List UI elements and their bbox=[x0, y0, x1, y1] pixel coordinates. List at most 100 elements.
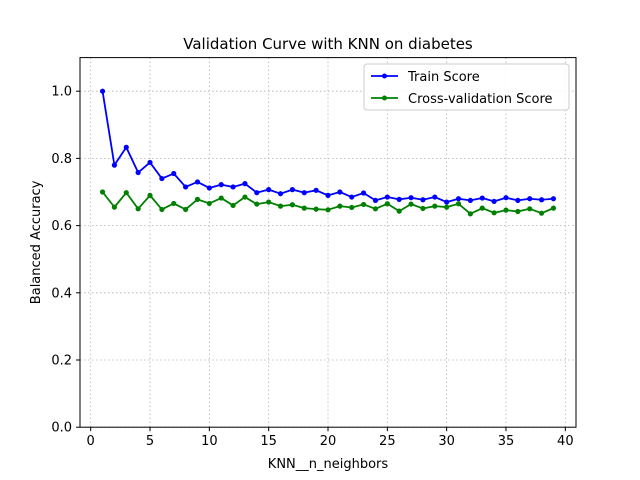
cv-score-point bbox=[277, 203, 284, 209]
train-score-point bbox=[159, 175, 165, 182]
cv-score-point bbox=[194, 196, 201, 202]
cv-score-point bbox=[242, 194, 248, 200]
legend: Train Score Cross-validation Score bbox=[363, 63, 570, 111]
x-tick-label: 15 bbox=[260, 434, 277, 449]
y-tick-label: 0.6 bbox=[51, 219, 72, 234]
cv-score-point bbox=[254, 201, 260, 207]
x-tick-label: 25 bbox=[379, 434, 396, 449]
x-tick-label: 40 bbox=[557, 434, 574, 449]
train-score-point bbox=[135, 169, 141, 176]
train-score-point bbox=[408, 195, 414, 201]
train-score-point bbox=[444, 199, 450, 205]
legend-box bbox=[363, 63, 570, 111]
cv-score-point bbox=[171, 200, 177, 207]
legend-train-marker bbox=[382, 73, 387, 79]
cv-score-point bbox=[266, 199, 272, 205]
legend-train-label: Train Score bbox=[407, 70, 480, 85]
cv-score-point bbox=[135, 206, 141, 212]
cv-score-point bbox=[479, 205, 485, 211]
cv-score-point bbox=[360, 201, 367, 208]
x-axis-label: KNN__n_neighbors bbox=[268, 457, 389, 472]
train-score-point bbox=[230, 184, 236, 190]
train-score-point bbox=[289, 187, 296, 193]
train-score-point bbox=[206, 185, 212, 191]
train-score-point bbox=[503, 195, 509, 201]
train-score-point bbox=[491, 198, 497, 205]
cv-score-point bbox=[538, 210, 545, 216]
y-axis-label: Balanced Accuracy bbox=[29, 180, 44, 304]
y-tick-label: 0.2 bbox=[51, 354, 72, 369]
train-score-point bbox=[515, 197, 521, 203]
x-tick-label: 10 bbox=[201, 434, 218, 449]
train-score-point bbox=[538, 197, 545, 203]
train-score-point bbox=[171, 170, 177, 177]
cv-score-point bbox=[337, 203, 343, 209]
legend-cv-marker bbox=[382, 95, 387, 101]
cv-score-point bbox=[111, 204, 118, 210]
cv-score-point bbox=[432, 203, 438, 209]
train-score-point bbox=[254, 190, 260, 196]
cv-score-point bbox=[289, 202, 296, 208]
train-score-point bbox=[99, 88, 106, 94]
cv-score-point bbox=[159, 206, 165, 213]
cv-score-point bbox=[396, 208, 402, 214]
train-score-point bbox=[325, 192, 331, 198]
series-layer bbox=[99, 88, 557, 217]
cv-score-point bbox=[230, 202, 236, 209]
train-score-point bbox=[467, 197, 473, 203]
train-score-point bbox=[455, 196, 462, 202]
train-score-point bbox=[277, 191, 284, 197]
cv-score-point bbox=[515, 208, 521, 215]
train-score-point bbox=[111, 162, 118, 168]
cv-score-point bbox=[550, 205, 557, 211]
train-score-point bbox=[266, 187, 272, 193]
train-score-point bbox=[372, 197, 379, 203]
train-score-point bbox=[242, 181, 248, 187]
cv-score-point bbox=[99, 189, 106, 195]
train-score-point bbox=[313, 187, 319, 193]
x-tick-label: 5 bbox=[146, 434, 154, 449]
cv-score-point bbox=[467, 211, 473, 217]
cv-score-point bbox=[491, 210, 497, 216]
y-tick-label: 0.0 bbox=[51, 421, 72, 436]
cv-score-point bbox=[527, 206, 533, 212]
train-score-point bbox=[360, 190, 367, 196]
cv-score-point bbox=[349, 204, 355, 211]
y-tick-label: 0.4 bbox=[51, 286, 72, 301]
train-score-point bbox=[349, 194, 355, 200]
y-tick-label: 1.0 bbox=[51, 85, 72, 100]
x-tick-label: 0 bbox=[87, 434, 95, 449]
cv-score-point bbox=[325, 207, 331, 213]
cv-score-point bbox=[183, 206, 189, 213]
cv-score-point bbox=[123, 190, 129, 196]
cv-score-point bbox=[218, 195, 224, 201]
cv-score-point bbox=[372, 206, 379, 212]
cv-score-point bbox=[301, 205, 307, 211]
cv-score-point bbox=[313, 206, 319, 212]
train-score-point bbox=[432, 194, 438, 200]
cv-score-point bbox=[420, 205, 426, 212]
x-tick-label: 30 bbox=[438, 434, 455, 449]
train-score-point bbox=[420, 197, 426, 203]
train-score-point bbox=[384, 194, 390, 200]
cv-score-point bbox=[147, 192, 153, 198]
train-score-point bbox=[301, 190, 307, 196]
train-score-point bbox=[123, 144, 129, 150]
train-score-point bbox=[396, 196, 402, 202]
train-score-point bbox=[527, 196, 533, 202]
train-score-point bbox=[479, 195, 485, 201]
x-tick-label: 20 bbox=[320, 434, 337, 449]
x-tick-label: 35 bbox=[498, 434, 515, 449]
y-tick-label: 0.8 bbox=[51, 152, 72, 167]
legend-cv-label: Cross-validation Score bbox=[408, 92, 553, 107]
train-score-point bbox=[147, 159, 153, 166]
cv-score-point bbox=[503, 207, 509, 213]
cv-score-point bbox=[408, 201, 414, 207]
cv-score-point bbox=[384, 201, 390, 207]
train-score-point bbox=[183, 184, 189, 190]
cv-score-point bbox=[206, 200, 212, 207]
train-score-point bbox=[550, 196, 557, 202]
cv-score-point bbox=[455, 201, 462, 207]
train-score-point bbox=[218, 182, 224, 188]
